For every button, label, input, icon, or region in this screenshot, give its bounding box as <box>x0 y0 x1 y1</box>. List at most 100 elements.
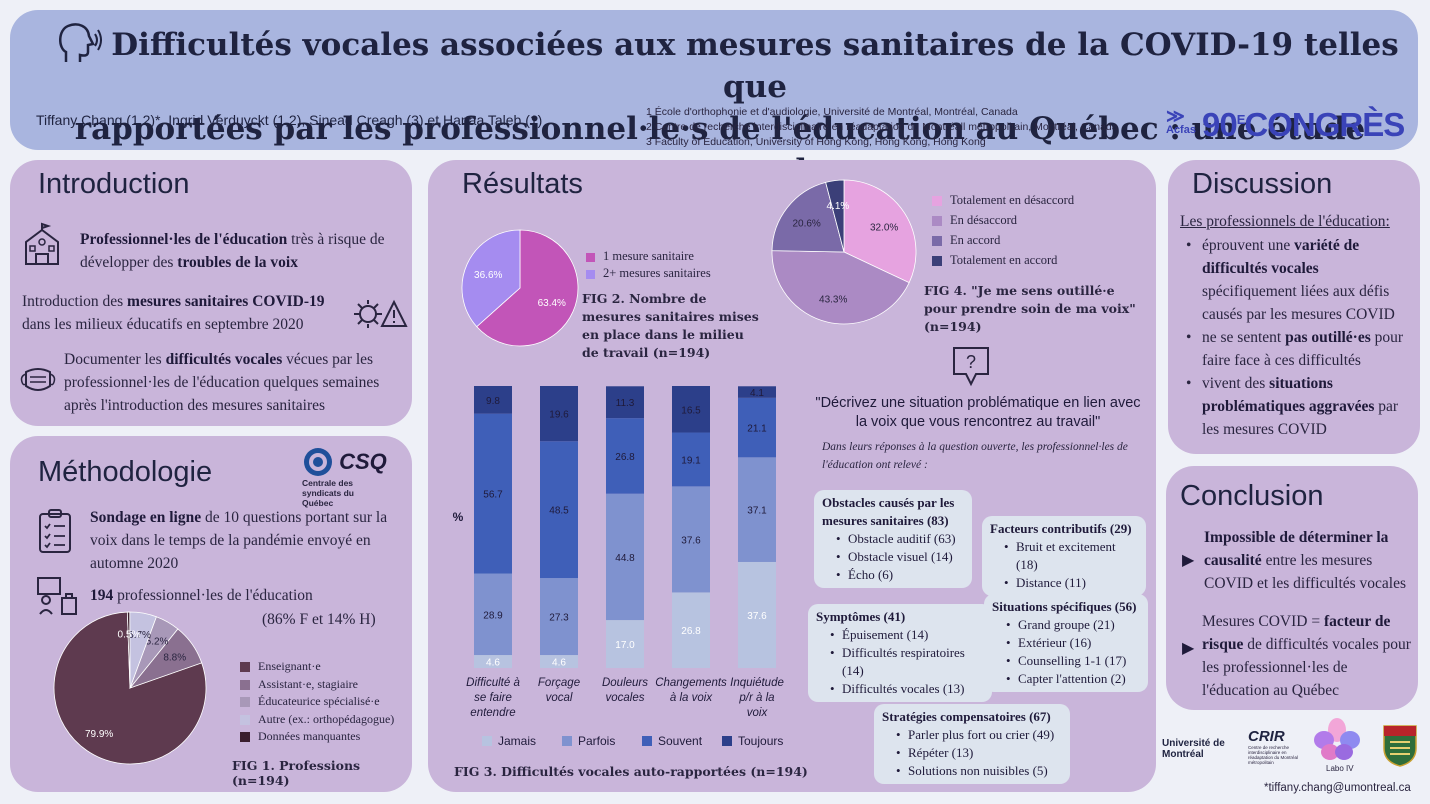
conclusion-panel: Conclusion ▶ Impossible de déterminer la… <box>1166 466 1418 710</box>
intro-p3-text-1: Documenter les <box>64 351 166 368</box>
theme-item: Parler plus fort ou crier (49) <box>896 726 1062 744</box>
pie-slice <box>476 229 579 347</box>
arrow-icon: ▶ <box>1182 638 1195 657</box>
conclusion-p2-bold: facteur de risque <box>1202 613 1391 653</box>
bar-segment <box>738 457 776 562</box>
legend-label: Totalement en accord <box>950 253 1058 267</box>
pie-slice-label: 0.5% <box>118 629 141 640</box>
theme-title: Facteurs contributifs (29) <box>990 521 1132 536</box>
pie-slice <box>843 179 917 284</box>
pie-slice-label: 8.8% <box>163 652 186 663</box>
legend-swatch <box>642 736 652 746</box>
legend-swatch <box>932 216 942 227</box>
x-tick-label: vocal <box>546 692 573 704</box>
conclusion-p1-bold: Impossible de déterminer la causalité <box>1204 529 1389 569</box>
legend-label: Jamais <box>498 734 536 748</box>
labo-iv-flower-icon <box>1314 718 1360 760</box>
theme-item: Écho (6) <box>836 566 964 584</box>
legend-label: Totalement en désaccord <box>950 193 1075 207</box>
survey-clipboard-icon <box>39 509 71 553</box>
hku-crest-icon <box>1383 725 1417 767</box>
discussion-b3-text1: vivent des <box>1202 375 1270 392</box>
theme-item: Obstacle auditif (63) <box>836 530 964 548</box>
bar-value-label: 26.8 <box>615 452 635 463</box>
acfas-label: Acfas <box>1166 124 1196 136</box>
intro-p1-bold-1: Professionnel·les de l'éducation <box>80 231 288 248</box>
intro-paragraph-3: Documenter les difficultés vocales vécue… <box>64 348 404 417</box>
legend-swatch <box>586 269 595 279</box>
x-tick-label: Forçage <box>538 677 580 689</box>
x-tick-label: Changements <box>655 677 727 689</box>
discussion-b3-bold: situations problématiques aggravées <box>1202 375 1375 415</box>
discussion-item-3: vivent des situations problématiques agg… <box>1174 372 1414 441</box>
discussion-b1-text1: éprouvent une <box>1202 237 1295 254</box>
bar-segment <box>738 397 776 458</box>
bar-segment <box>540 578 578 656</box>
conclusion-p1-text: entre les mesures COVID et les difficult… <box>1204 552 1407 592</box>
bar-value-label: 11.3 <box>616 398 635 409</box>
pie-slice-label: 5.7% <box>128 630 151 641</box>
discussion-b2-text2: pour faire face à ces difficultés <box>1202 329 1404 369</box>
congres-sup: E <box>1236 112 1246 127</box>
labo-iv-label: Labo IV <box>1326 764 1354 773</box>
bar-segment <box>606 386 644 419</box>
discussion-item-1: éprouvent une variété de difficultés voc… <box>1174 234 1414 326</box>
legend-entry: Totalement en accord <box>932 250 1074 270</box>
legend-swatch <box>586 252 595 262</box>
fig4-legend: Totalement en désaccord En désaccord En ac… <box>932 190 1074 270</box>
bar-value-label: 27.3 <box>549 613 569 624</box>
bar-value-label: 26.8 <box>681 626 701 637</box>
bar-segment <box>738 386 776 398</box>
legend-entry: 1 mesure sanitaire <box>586 248 711 265</box>
legend-swatch <box>932 236 942 247</box>
bar-value-label: 37.1 <box>747 506 767 517</box>
theme-item: Counselling 1-1 (17) <box>1006 652 1140 670</box>
x-tick-label: se faire <box>474 692 512 704</box>
theme-item: Obstacle visuel (14) <box>836 548 964 566</box>
csq-logo: CSQ Centrale des syndicats du Québec <box>302 446 402 508</box>
affiliation-3: 3 Faculty of Education, University of Ho… <box>646 136 986 148</box>
legend-label: Souvent <box>658 734 703 748</box>
legend-entry: Totalement en désaccord <box>932 190 1074 210</box>
legend-entry: Assistant·e, stagiaire <box>240 676 394 694</box>
bar-value-label: 17.0 <box>615 640 635 651</box>
method-gender-split: (86% F et 14% H) <box>262 611 376 628</box>
theme-item: Bruit et excitement (18) <box>1004 538 1138 574</box>
crir-subtitle: Centre de recherche interdisciplinaire e… <box>1248 745 1299 765</box>
discussion-title: Discussion <box>1192 168 1333 200</box>
svg-text:?: ? <box>966 352 976 372</box>
y-axis-label: % <box>453 510 464 524</box>
legend-label: Assistant·e, stagiaire <box>258 676 358 691</box>
open-question-subtitle: Dans leurs réponses à la question ouvert… <box>822 441 1128 471</box>
intro-p2-text-2: dans les milieux éducatifs en septembre … <box>22 316 304 333</box>
bar-value-label: 37.6 <box>747 611 767 622</box>
conclusion-p2-text2: de difficultés vocales pour les professi… <box>1202 636 1411 699</box>
theme-box-facteurs: Facteurs contributifs (29) Bruit et exci… <box>982 516 1146 596</box>
theme-box-situations: Situations spécifiques (56) Grand groupe… <box>984 594 1148 692</box>
methodologie-panel: Méthodologie CSQ Centrale des syndicats … <box>10 436 412 792</box>
x-tick-label: voix <box>747 707 769 719</box>
pie-slice-label: 63.4% <box>538 298 566 309</box>
theme-item: Difficultés vocales (13) <box>830 680 984 698</box>
theme-item: Épuisement (14) <box>830 626 984 644</box>
conclusion-paragraph-1: Impossible de déterminer la causalité en… <box>1204 526 1414 595</box>
bar-segment <box>540 655 578 668</box>
intro-p2-bold: mesures sanitaires COVID-19 <box>127 293 325 310</box>
bar-value-label: 37.6 <box>681 535 701 546</box>
x-tick-label: p/r à la <box>738 692 774 704</box>
theme-item: Répéter (13) <box>896 744 1062 762</box>
x-tick-label: Difficulté à <box>466 677 520 689</box>
legend-swatch <box>240 697 250 708</box>
crir-logo: CRIR Centre de recherche interdisciplina… <box>1248 728 1308 765</box>
discussion-item-2: ne se sentent pas outillé·es pour faire … <box>1174 326 1414 372</box>
participants-icon <box>37 577 77 615</box>
legend-swatch <box>240 732 250 743</box>
virus-warning-icon <box>354 299 408 328</box>
discussion-b2-text1: ne se sentent <box>1202 329 1286 346</box>
legend-label: Toujours <box>738 734 783 748</box>
theme-box-symptomes: Symptômes (41) Épuisement (14) Difficult… <box>808 604 992 702</box>
introduction-title: Introduction <box>38 168 190 200</box>
bar-value-label: 9.8 <box>486 396 500 407</box>
legend-label: En désaccord <box>950 213 1017 227</box>
bar-segment <box>672 386 710 433</box>
